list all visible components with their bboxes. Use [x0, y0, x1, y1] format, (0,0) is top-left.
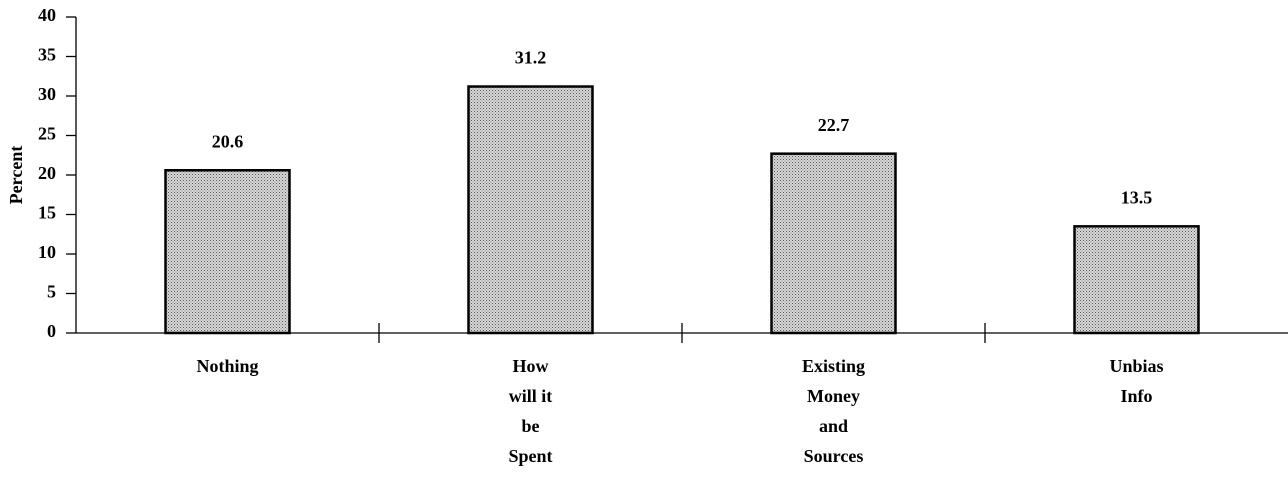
- x-tick-label: Nothing: [196, 356, 258, 376]
- y-tick-label: 20: [38, 163, 56, 183]
- bar: [770, 152, 897, 335]
- y-tick-label: 30: [38, 84, 56, 104]
- value-label: 31.2: [515, 48, 547, 68]
- bar: [467, 85, 594, 335]
- bar: [1073, 225, 1200, 335]
- x-tick-label: Info: [1120, 386, 1152, 406]
- y-tick-label: 35: [38, 45, 56, 65]
- y-tick-label: 15: [38, 203, 56, 223]
- y-tick-label: 25: [38, 124, 56, 144]
- x-tick-label: Sources: [804, 446, 864, 466]
- y-tick-label: 10: [38, 242, 56, 262]
- x-tick-label: will it: [509, 386, 553, 406]
- x-tick-label: Existing: [802, 356, 865, 376]
- x-tick-label: and: [819, 416, 848, 436]
- y-tick-label: 0: [47, 321, 56, 341]
- x-tick-label: be: [522, 416, 540, 436]
- bar: [164, 169, 291, 335]
- value-label: 22.7: [818, 115, 850, 135]
- value-label: 13.5: [1121, 187, 1153, 207]
- y-axis-label: Percent: [6, 146, 26, 205]
- x-tick-label: Money: [807, 386, 860, 406]
- value-label: 20.6: [212, 131, 244, 151]
- x-tick-label: How: [513, 356, 549, 376]
- x-tick-label: Spent: [508, 446, 552, 466]
- y-tick-label: 40: [38, 5, 56, 25]
- y-tick-label: 5: [47, 282, 56, 302]
- x-tick-label: Unbias: [1109, 356, 1163, 376]
